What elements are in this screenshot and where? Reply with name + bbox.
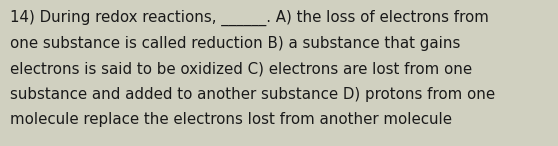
Text: one substance is called reduction B) a substance that gains: one substance is called reduction B) a s… — [10, 36, 460, 51]
Text: molecule replace the electrons lost from another molecule: molecule replace the electrons lost from… — [10, 112, 452, 127]
Text: electrons is said to be oxidized C) electrons are lost from one: electrons is said to be oxidized C) elec… — [10, 61, 472, 76]
Text: 14) During redox reactions, ______. A) the loss of electrons from: 14) During redox reactions, ______. A) t… — [10, 10, 489, 26]
Text: substance and added to another substance D) protons from one: substance and added to another substance… — [10, 87, 495, 102]
